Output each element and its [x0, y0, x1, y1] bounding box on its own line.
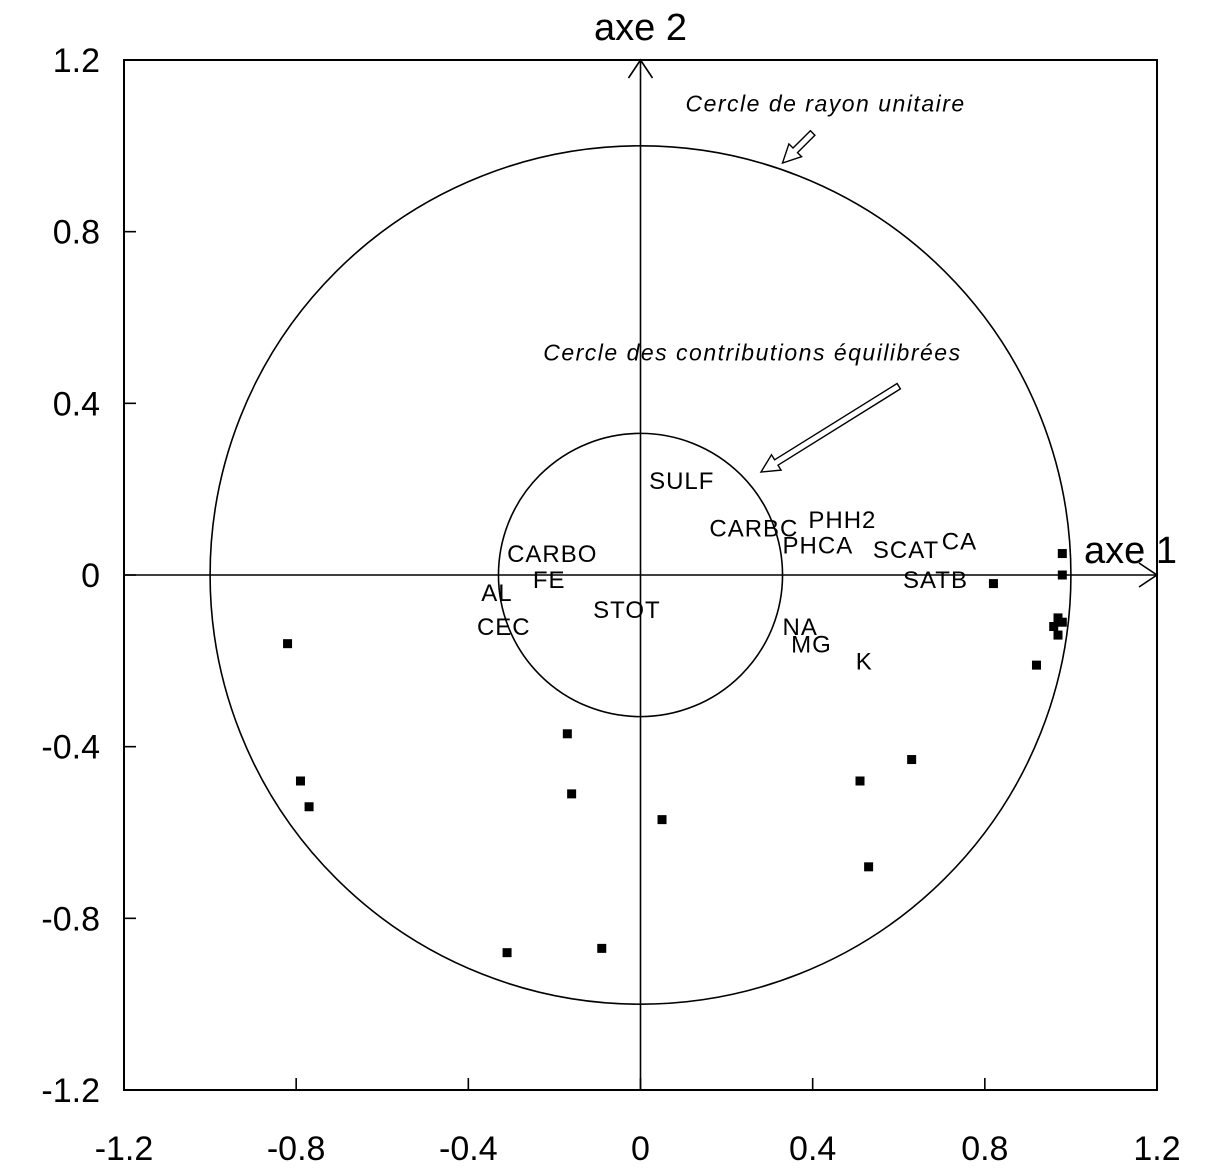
data-point	[304, 802, 314, 812]
y-tick-label: 1.2	[53, 42, 100, 80]
y-tick-label: 0.4	[53, 385, 100, 423]
data-point	[283, 639, 293, 649]
x-tick-label: -1.2	[95, 1130, 154, 1168]
variable-label-sulf: SULF	[649, 468, 714, 495]
y-tick-label: -0.4	[41, 729, 100, 767]
variable-label-al: AL	[481, 580, 512, 607]
x-tick-label: 0.4	[789, 1130, 836, 1168]
variable-label-satb: SATB	[903, 567, 968, 594]
balanced-circle-annotation: Cercle des contributions équilibrées	[543, 339, 961, 365]
variable-label-carbc: CARBC	[709, 515, 798, 542]
balanced-circle-arrow	[759, 382, 902, 473]
data-point	[988, 579, 998, 589]
data-point	[1049, 622, 1059, 631]
data-point	[855, 776, 865, 786]
variable-label-scat: SCAT	[873, 537, 939, 564]
y-tick-label: -1.2	[41, 1072, 100, 1110]
variable-label-ca: CA	[942, 528, 977, 555]
data-point	[567, 789, 577, 799]
x-tick-label: 0	[631, 1130, 650, 1168]
data-point	[1053, 630, 1063, 640]
data-point	[562, 729, 572, 739]
data-point	[502, 948, 512, 958]
data-point	[907, 755, 917, 765]
unit-circle-arrow	[781, 129, 816, 165]
unit-circle-annotation: Cercle de rayon unitaire	[685, 91, 965, 117]
y-tick-label: -0.8	[41, 900, 100, 938]
data-point	[597, 943, 607, 953]
variable-label-carbo: CARBO	[507, 541, 597, 568]
x-axis-arrowhead	[1138, 562, 1159, 588]
x-axis-title: axe 1	[1084, 530, 1177, 572]
data-point	[1057, 549, 1067, 559]
variable-label-k: K	[856, 648, 873, 675]
x-tick-label: 1.2	[1133, 1130, 1180, 1168]
x-tick-label: -0.8	[267, 1130, 326, 1168]
variable-label-na: NA	[783, 614, 818, 641]
data-point	[1057, 617, 1067, 627]
variable-label-phca: PHCA	[783, 533, 854, 560]
y-tick-label: 0	[81, 557, 100, 595]
x-tick-label: -0.4	[439, 1130, 498, 1168]
data-point	[1057, 570, 1067, 580]
data-point	[295, 776, 305, 786]
variable-label-mg: MG	[791, 631, 832, 658]
data-point	[657, 815, 667, 825]
x-tick-label: 0.8	[961, 1130, 1008, 1168]
data-point	[864, 862, 874, 872]
variable-label-stot: STOT	[593, 597, 661, 624]
data-point	[1031, 660, 1041, 670]
variable-label-phh2: PHH2	[808, 507, 876, 534]
variable-label-fe: FE	[533, 567, 566, 594]
y-axis-arrowhead	[627, 58, 654, 79]
y-tick-label: 0.8	[53, 214, 100, 252]
variable-label-cec: CEC	[477, 614, 531, 641]
y-axis-title: axe 2	[594, 7, 687, 49]
